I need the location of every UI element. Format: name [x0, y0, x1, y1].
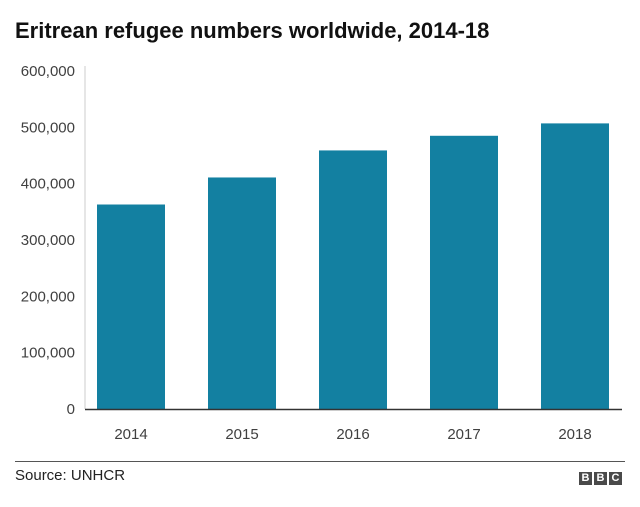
y-tick-label: 300,000: [21, 232, 75, 249]
logo-block: B: [579, 472, 592, 485]
x-tick-label: 2017: [447, 426, 480, 443]
bar-2016: [319, 150, 387, 409]
footer-divider: [15, 461, 625, 462]
y-tick-label: 400,000: [21, 176, 75, 193]
logo-block: C: [609, 472, 622, 485]
y-tick-label: 0: [67, 401, 75, 418]
bar-2017: [430, 135, 498, 410]
y-tick-label: 100,000: [21, 345, 75, 362]
x-tick-label: 2016: [336, 426, 369, 443]
x-tick-label: 2014: [114, 426, 147, 443]
chart-title: Eritrean refugee numbers worldwide, 2014…: [15, 18, 490, 43]
logo-block: B: [594, 472, 607, 485]
bar-2014: [97, 204, 165, 409]
y-tick-label: 600,000: [21, 63, 75, 80]
bar-chart: 0 100,000 200,000 300,000 400,000 500,000 600,…: [21, 63, 622, 443]
y-tick-label: 200,000: [21, 288, 75, 305]
bar-2018: [541, 123, 609, 409]
bbc-logo: B B C: [579, 472, 622, 485]
source-note: Source: UNHCR: [15, 467, 126, 484]
bar-2015: [208, 177, 276, 409]
x-tick-label: 2015: [225, 426, 258, 443]
y-tick-label: 500,000: [21, 119, 75, 136]
x-tick-label: 2018: [558, 426, 591, 443]
